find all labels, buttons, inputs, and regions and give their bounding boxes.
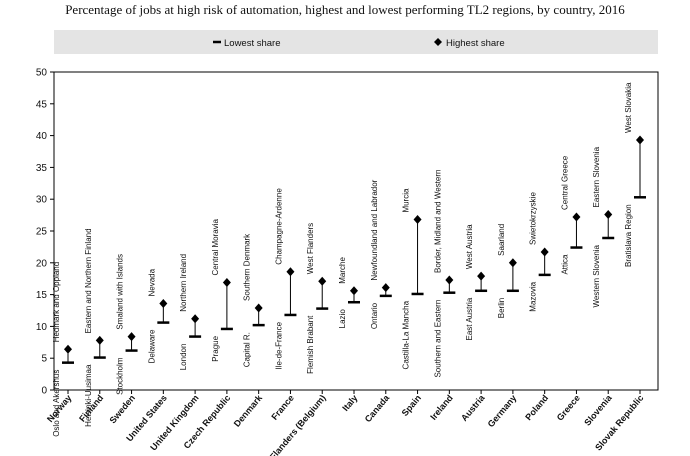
y-tick-label: 5	[41, 354, 47, 365]
high-region-label: West Slovakia	[624, 82, 633, 133]
high-marker	[350, 286, 358, 296]
high-region-label: Saarland	[497, 224, 506, 256]
low-region-label: Stockholm	[116, 357, 125, 395]
high-marker	[477, 271, 486, 281]
category-label: Ireland	[428, 393, 455, 422]
legend-box	[54, 30, 658, 54]
chart-title: Percentage of jobs at high risk of autom…	[65, 2, 625, 17]
high-region-label: Smaland with Islands	[116, 254, 125, 330]
low-region-label: Western Slovenia	[592, 244, 601, 307]
low-region-label: Southern and Eastern	[433, 300, 442, 378]
high-region-label: Border, Midland and Western	[433, 170, 442, 273]
y-tick-label: 40	[36, 131, 48, 142]
y-tick-label: 35	[36, 163, 48, 174]
low-region-label: Oslo and Akershus	[52, 370, 61, 437]
high-marker	[636, 135, 644, 145]
high-marker	[222, 278, 231, 288]
low-region-label: Flemish Brabant	[306, 315, 315, 374]
category-label: Greece	[555, 393, 582, 423]
legend-high-swatch	[434, 38, 442, 46]
y-tick-label: 15	[36, 290, 48, 301]
category-label: Germany	[486, 393, 519, 429]
low-region-label: Berlin	[497, 298, 506, 318]
high-marker	[413, 215, 422, 225]
high-region-label: Central Moravia	[211, 219, 220, 276]
y-tick-label: 20	[36, 258, 48, 269]
high-region-label: Southern Denmark	[243, 233, 252, 301]
y-tick-label: 50	[36, 68, 48, 79]
high-marker	[381, 283, 390, 293]
category-label: Denmark	[232, 392, 265, 429]
low-region-label: Castilla-La Mancha	[402, 300, 411, 369]
high-region-label: Champagne-Ardenne	[274, 188, 283, 265]
high-marker	[445, 275, 454, 285]
legend-low-label: Lowest share	[224, 38, 281, 49]
high-region-label: West Austria	[465, 224, 474, 269]
category-label: Poland	[523, 393, 550, 422]
low-region-label: Ontario	[370, 302, 379, 329]
high-region-label: Marche	[338, 257, 347, 284]
high-region-label: Newfoundland and Labrador	[370, 179, 379, 280]
y-tick-label: 0	[41, 386, 47, 397]
high-region-label: Eastern Slovenia	[592, 146, 601, 207]
low-region-label: Capital R.	[243, 332, 252, 367]
high-region-label: Hedmark and Oppland	[52, 262, 61, 343]
category-label: Sweden	[108, 393, 138, 425]
low-region-label: Lazio	[338, 309, 347, 329]
low-region-label: Delaware	[147, 329, 156, 363]
high-marker	[159, 299, 168, 309]
high-marker	[286, 267, 295, 277]
y-tick-label: 45	[36, 99, 48, 110]
legend-high-label: Highest share	[446, 38, 505, 49]
high-marker	[191, 314, 200, 324]
high-marker	[127, 332, 136, 342]
high-marker	[95, 335, 104, 345]
plot-frame	[53, 71, 659, 391]
low-region-label: Helsinki-Uusimaa	[84, 364, 93, 427]
low-region-label: Ile-de-France	[274, 321, 283, 369]
low-region-label: Attica	[560, 254, 569, 275]
category-label: Slovenia	[582, 392, 614, 428]
category-label: Flanders (Belgium)	[268, 393, 328, 456]
high-marker	[604, 209, 613, 219]
low-region-label: London	[179, 344, 188, 371]
high-marker	[540, 247, 549, 257]
y-tick-label: 25	[36, 227, 48, 238]
category-label: Austria	[459, 392, 487, 423]
high-region-label: Northern Ireland	[179, 254, 188, 312]
low-region-label: Bratislava Region	[624, 204, 633, 267]
high-region-label: Central Greece	[560, 155, 569, 210]
high-region-label: Swietokrzyskie	[529, 192, 538, 245]
category-label: Spain	[400, 393, 423, 418]
low-region-label: East Austria	[465, 297, 474, 340]
category-label: Canada	[363, 392, 392, 424]
high-marker	[572, 212, 581, 222]
category-label: France	[269, 393, 296, 422]
high-region-label: Murcia	[402, 188, 411, 213]
y-tick-label: 30	[36, 195, 48, 206]
high-region-label: Eastern and Northern Finland	[84, 228, 93, 333]
low-region-label: Prague	[211, 335, 220, 361]
high-marker	[254, 303, 263, 313]
category-label: Italy	[340, 393, 359, 413]
y-tick-label: 10	[36, 322, 48, 333]
high-marker	[508, 258, 517, 268]
high-marker	[64, 344, 72, 354]
low-region-label: Mazovia	[529, 281, 538, 311]
high-region-label: Nevada	[147, 268, 156, 296]
high-marker	[318, 276, 327, 286]
high-region-label: West Flanders	[306, 223, 315, 274]
